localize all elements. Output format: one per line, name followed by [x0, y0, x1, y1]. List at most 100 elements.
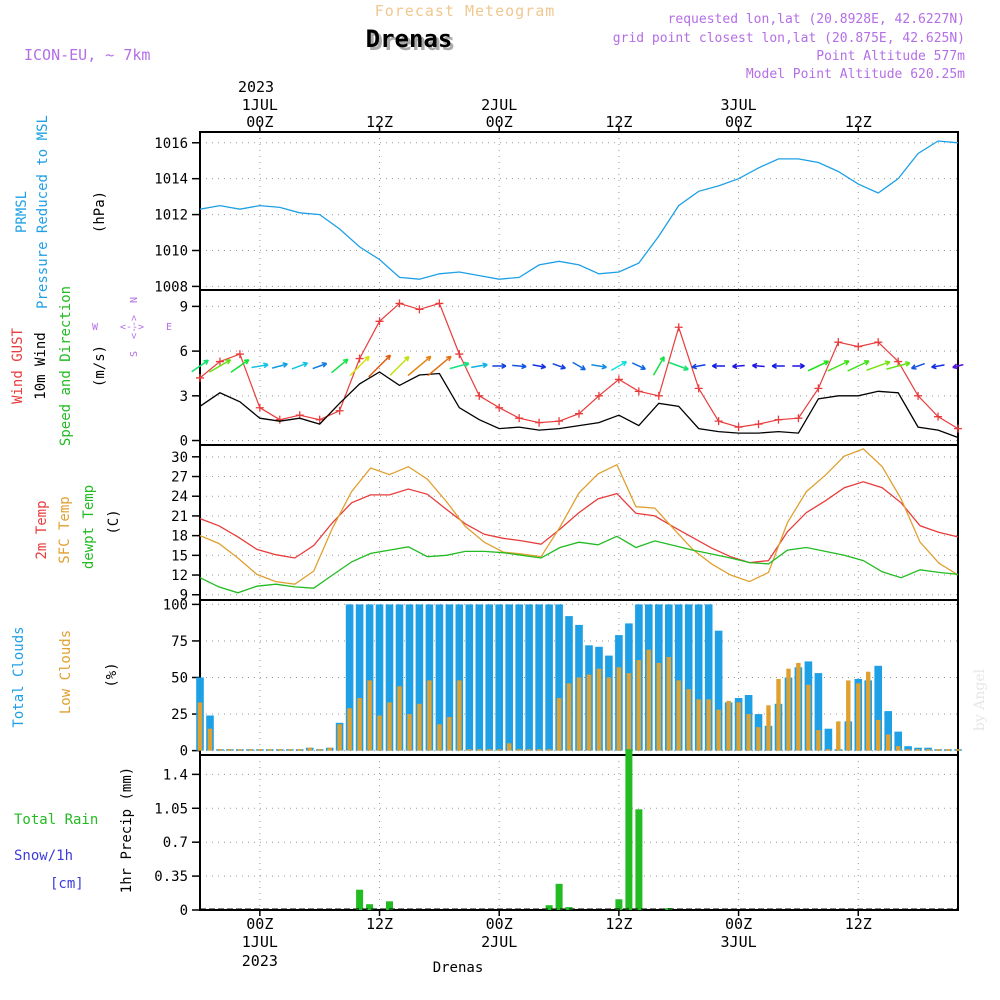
total-cloud-bar: [375, 604, 384, 751]
gust-marker: [415, 305, 424, 314]
wind-direction-arrow: [407, 355, 432, 377]
gust-marker: [255, 403, 264, 412]
cloud-label-total: Total Clouds: [11, 626, 27, 727]
gust-marker: [774, 415, 783, 424]
temp-line: [199, 448, 959, 585]
precip-unit: 1hr Precip (mm): [119, 767, 135, 893]
low-cloud-bar: [347, 708, 352, 751]
gust-marker: [196, 373, 204, 382]
total-cloud-bar: [465, 604, 474, 751]
temp-label-2m: 2m Temp: [34, 500, 50, 559]
gust-marker: [455, 350, 464, 359]
temp-labels: 2m Temp SFC Temp dewpt Temp (C): [34, 485, 122, 569]
low-cloud-bar: [317, 749, 322, 751]
temp-ytick-label: 27: [171, 470, 188, 486]
low-cloud-bar: [427, 680, 432, 751]
low-cloud-bar: [586, 674, 592, 751]
total-cloud-bar: [535, 604, 543, 751]
low-cloud-bar: [576, 677, 582, 751]
precip-label-rain: Total Rain: [14, 812, 98, 828]
wind-direction-arrow: [847, 360, 870, 372]
low-cloud-bar: [546, 749, 552, 751]
low-cloud-bar: [447, 717, 452, 751]
wind-label-gust: Wind GUST: [10, 328, 26, 404]
model-altitude: Model Point Altitude 620.25m: [746, 67, 965, 82]
gust-marker: [594, 391, 603, 400]
low-cloud-bar: [776, 679, 781, 751]
low-cloud-bar: [616, 667, 622, 751]
total-cloud-bar: [405, 604, 414, 751]
gust-marker: [674, 323, 683, 332]
low-cloud-bar: [397, 686, 402, 751]
pressure-panel: 1008 1010 1012 1014 1016: [154, 131, 959, 295]
low-cloud-bar: [327, 747, 332, 751]
gust-marker: [734, 423, 743, 432]
clouds-ytick-label: 0: [180, 744, 188, 760]
point-altitude: Point Altitude 577m: [816, 49, 965, 64]
temp-ytick-label: 9: [180, 588, 188, 604]
total-cloud-bar: [714, 630, 723, 751]
model-name: ICON-EU, ~ 7km: [24, 46, 150, 64]
low-cloud-bar: [726, 700, 731, 751]
gust-marker: [814, 384, 823, 393]
temp-label-sfc: SFC Temp: [57, 496, 73, 563]
footer-location: Drenas: [433, 960, 484, 976]
precip-label-cm: [cm]: [50, 876, 84, 892]
total-cloud-bar: [445, 604, 454, 751]
gust-marker: [934, 412, 943, 421]
low-cloud-bar: [935, 749, 941, 751]
low-cloud-bar: [467, 749, 472, 751]
gust-marker: [515, 414, 524, 423]
total-cloud-bar: [684, 604, 693, 751]
wind-direction-arrow: [368, 354, 392, 378]
gust-marker: [834, 338, 843, 347]
low-cloud-bar: [407, 714, 412, 751]
rain-bar: [615, 899, 623, 910]
total-cloud-bar: [355, 604, 364, 751]
wind-direction-arrow: [732, 363, 745, 370]
total-cloud-bar: [884, 711, 892, 751]
wind-direction-arrow: [711, 363, 725, 369]
total-cloud-bar: [365, 604, 374, 751]
low-cloud-bar: [297, 749, 302, 751]
gust-marker: [954, 424, 962, 433]
low-cloud-bar: [606, 677, 612, 751]
low-cloud-bar: [796, 662, 801, 751]
compass-west: W: [92, 322, 99, 333]
compass-arrows-vertical: <-->: [129, 315, 140, 339]
gust-marker: [315, 415, 324, 424]
wind-direction-arrow: [389, 355, 410, 376]
wind-label-10m: 10m Wind: [33, 332, 49, 399]
wind-speed-line: [199, 371, 959, 439]
top-day-label: 2JUL: [481, 96, 517, 114]
precip-ytick-label: 0.7: [163, 835, 188, 851]
gust-marker: [575, 409, 583, 418]
rain-bar: [545, 905, 553, 910]
gust-marker: [694, 384, 703, 393]
precip-ytick-label: 1.05: [154, 801, 188, 817]
total-cloud-bar: [345, 604, 354, 751]
total-cloud-bar: [435, 604, 444, 751]
low-cloud-bar: [646, 649, 651, 751]
top-time-axis: 00Z 12Z 00Z 12Z 00Z 12Z 1JUL 2JUL 3JUL: [242, 96, 872, 132]
low-cloud-bar: [197, 702, 203, 751]
wind-direction-arrow: [291, 361, 309, 370]
wind-ytick-label: 6: [180, 344, 188, 360]
low-cloud-bar: [666, 657, 671, 751]
wind-direction-arrow: [631, 362, 646, 370]
low-cloud-bar: [437, 724, 442, 751]
gust-marker: [495, 403, 504, 412]
gust-marker: [914, 391, 923, 400]
compass-arrows: <-->: [120, 322, 144, 333]
total-cloud-bar: [455, 604, 464, 751]
total-cloud-bar: [904, 746, 912, 751]
clouds-ytick-label: 100: [163, 597, 188, 613]
total-cloud-bar: [674, 604, 683, 751]
low-cloud-bar: [507, 743, 512, 751]
total-cloud-bar: [475, 604, 484, 751]
temperature-panel: 9 12 15 18 21 24 27 30: [171, 444, 959, 604]
requested-location: requested lon,lat (20.8928E, 42.6227N): [668, 12, 965, 27]
location-title-shadow: Drenas: [369, 28, 456, 56]
wind-label-direction: Speed and Direction: [58, 286, 74, 446]
grid-point-location: grid point closest lon,lat (20.875E, 42.…: [613, 31, 965, 46]
